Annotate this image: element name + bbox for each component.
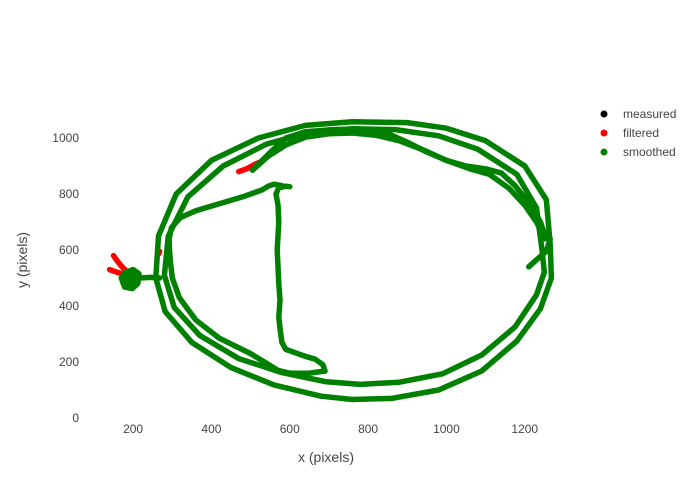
y-tick-label: 1000 [52,131,79,145]
smoothed-trace-segment [166,181,328,376]
y-tick-label: 200 [59,355,79,369]
y-tick-label: 0 [72,411,79,425]
x-tick-label: 1200 [511,422,538,436]
plot-area [106,119,555,403]
legend-marker-filtered [600,129,608,137]
legend-label-smoothed: smoothed [623,145,676,159]
smoothed-trace-segment [153,119,555,403]
x-tick-label: 800 [358,422,378,436]
y-axis-title: y (pixels) [14,232,30,288]
legend-marker-smoothed [600,148,608,156]
y-tick-label: 600 [59,243,79,257]
filtered-trace-segment [110,252,130,275]
legend-label-measured: measured [623,107,676,121]
x-tick-label: 400 [201,422,221,436]
y-tick-label: 400 [59,299,79,313]
smoothed-trace-segment [161,126,548,388]
y-axis-ticks: 0 200 400 600 800 1000 [52,131,79,425]
smoothed-trace-segment [273,183,328,374]
smoothed-trace-segment [249,130,548,242]
x-axis-ticks: 200 400 600 800 1000 1200 [123,422,538,436]
y-tick-label: 800 [59,187,79,201]
legend: measured filtered smoothed [600,107,676,159]
smoothed-trace-segment [525,236,553,270]
smoothed-cluster-point [122,269,141,288]
legend-label-filtered: filtered [623,126,659,140]
x-axis-title: x (pixels) [298,449,354,465]
x-tick-label: 1000 [433,422,460,436]
legend-marker-measured [600,110,608,118]
x-tick-label: 600 [280,422,300,436]
x-tick-label: 200 [123,422,143,436]
